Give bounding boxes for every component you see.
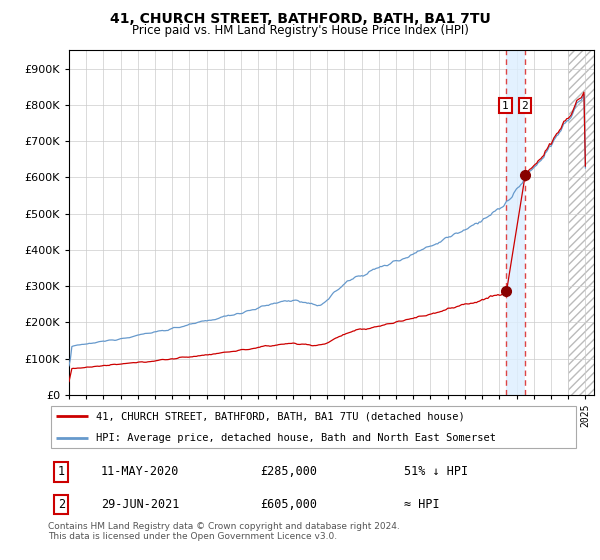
- Text: 1: 1: [58, 465, 65, 478]
- Text: 1: 1: [502, 100, 509, 110]
- Bar: [568, 50, 594, 395]
- Text: HPI: Average price, detached house, Bath and North East Somerset: HPI: Average price, detached house, Bath…: [96, 433, 496, 443]
- Text: 41, CHURCH STREET, BATHFORD, BATH, BA1 7TU: 41, CHURCH STREET, BATHFORD, BATH, BA1 7…: [110, 12, 490, 26]
- Text: 11-MAY-2020: 11-MAY-2020: [101, 465, 179, 478]
- FancyBboxPatch shape: [50, 405, 577, 449]
- Text: 29-JUN-2021: 29-JUN-2021: [101, 498, 179, 511]
- Bar: [506, 50, 525, 395]
- Text: 41, CHURCH STREET, BATHFORD, BATH, BA1 7TU (detached house): 41, CHURCH STREET, BATHFORD, BATH, BA1 7…: [96, 411, 464, 421]
- Text: 2: 2: [521, 100, 529, 110]
- Text: £285,000: £285,000: [260, 465, 317, 478]
- Text: Price paid vs. HM Land Registry's House Price Index (HPI): Price paid vs. HM Land Registry's House …: [131, 24, 469, 36]
- Text: 2: 2: [58, 498, 65, 511]
- Text: £605,000: £605,000: [260, 498, 317, 511]
- Text: ≈ HPI: ≈ HPI: [404, 498, 439, 511]
- Text: 51% ↓ HPI: 51% ↓ HPI: [404, 465, 468, 478]
- Text: Contains HM Land Registry data © Crown copyright and database right 2024.
This d: Contains HM Land Registry data © Crown c…: [48, 522, 400, 542]
